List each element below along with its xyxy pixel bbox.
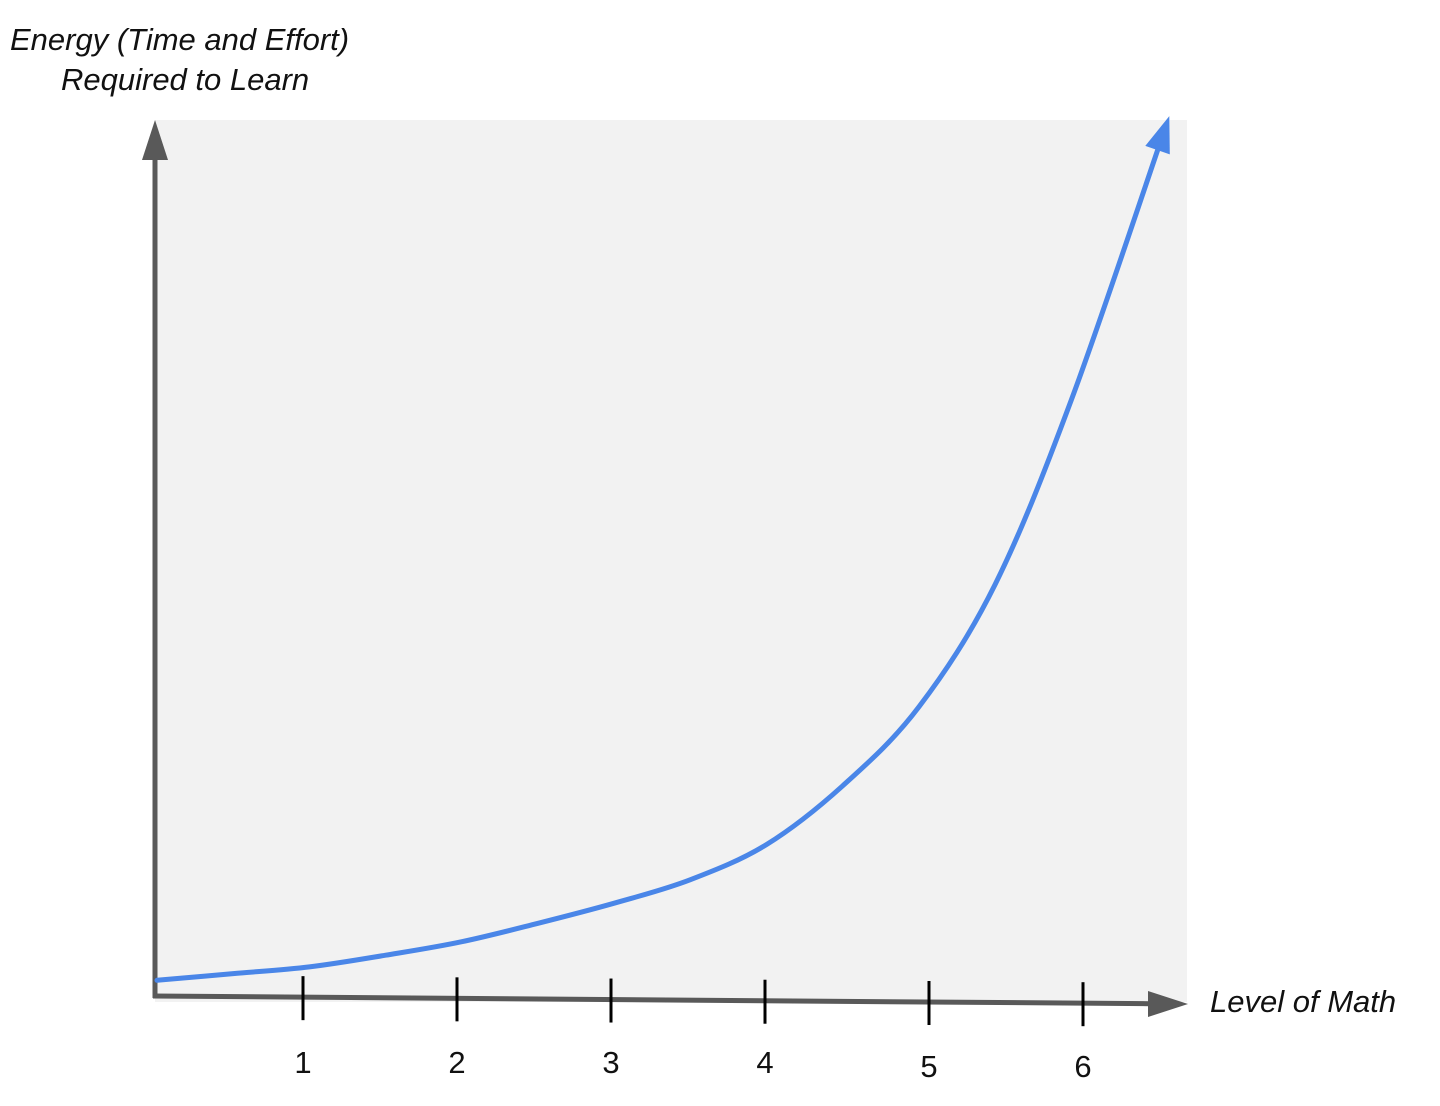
x-axis-line — [152, 993, 1151, 1007]
series — [154, 116, 1170, 983]
x-tick-label-5: 5 — [920, 1049, 937, 1084]
x-axis-arrowhead — [1148, 991, 1188, 1017]
x-ticks: 1 2 3 4 5 6 — [294, 976, 1092, 1084]
x-tick-label-2: 2 — [448, 1045, 465, 1080]
y-axis-label-line-1: Energy (Time and Effort) — [10, 22, 350, 57]
y-axis-label-line-2: Required to Learn — [61, 62, 310, 97]
x-axis-label: Level of Math — [1210, 984, 1397, 1019]
x-tick-label-1: 1 — [294, 1045, 311, 1080]
plot-background — [155, 120, 1187, 1002]
x-tick-label-3: 3 — [602, 1045, 619, 1080]
x-tick-label-6: 6 — [1074, 1049, 1091, 1084]
energy-curve — [154, 132, 1166, 983]
x-tick-label-4: 4 — [756, 1045, 773, 1080]
y-axis-arrowhead — [142, 120, 168, 160]
axes — [142, 120, 1188, 1017]
energy-curve-arrowhead — [1145, 116, 1170, 155]
